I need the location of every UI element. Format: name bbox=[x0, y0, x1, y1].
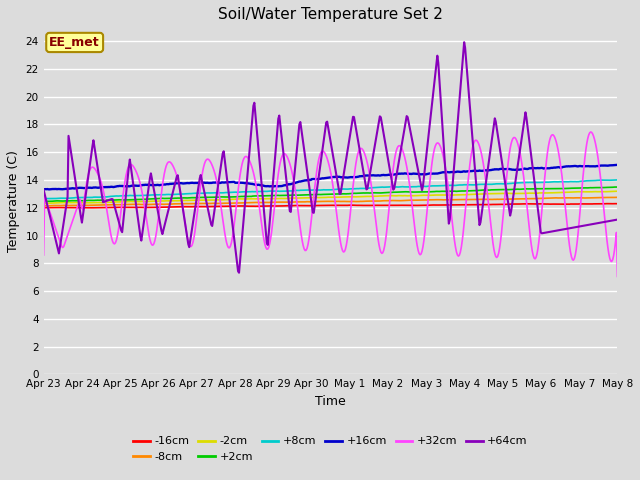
Title: Soil/Water Temperature Set 2: Soil/Water Temperature Set 2 bbox=[218, 7, 443, 22]
X-axis label: Time: Time bbox=[315, 395, 346, 408]
Y-axis label: Temperature (C): Temperature (C) bbox=[7, 150, 20, 252]
Text: EE_met: EE_met bbox=[49, 36, 100, 49]
Legend: -16cm, -8cm, -2cm, +2cm, +8cm, +16cm, +32cm, +64cm: -16cm, -8cm, -2cm, +2cm, +8cm, +16cm, +3… bbox=[129, 432, 532, 467]
